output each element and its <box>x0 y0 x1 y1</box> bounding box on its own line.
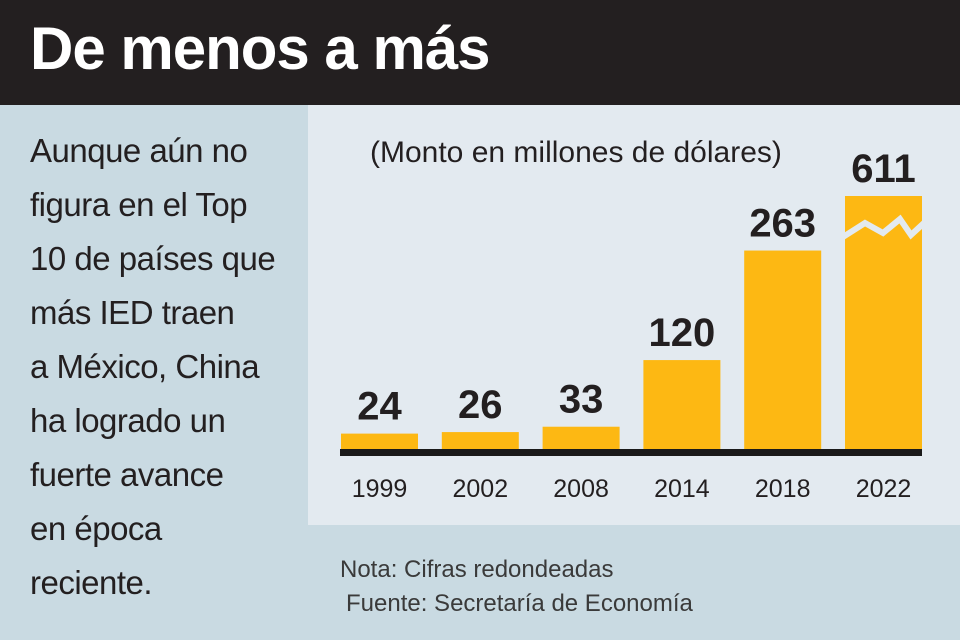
x-axis-baseline <box>340 449 922 456</box>
description-line: Aunque aún no <box>30 132 248 169</box>
bar-1999 <box>341 433 418 452</box>
x-tick-label: 2002 <box>452 475 508 503</box>
description-line: fuerte avance <box>30 456 224 493</box>
data-label: 26 <box>458 383 503 427</box>
description-line: ha logrado un <box>30 402 226 439</box>
description-line: en época <box>30 510 162 547</box>
axis-break-mark <box>841 214 927 240</box>
description-line: 10 de países que <box>30 240 276 277</box>
title-bar: De menos a más <box>0 0 960 105</box>
bar-2014 <box>643 360 721 452</box>
bar-2002 <box>441 432 519 452</box>
description: Aunque aún no figura en el Top 10 de paíse… <box>30 124 300 610</box>
bar-2022 <box>845 196 922 452</box>
description-line: a México, China <box>30 348 260 385</box>
x-tick-label: 2008 <box>553 475 609 503</box>
bar-2018 <box>744 250 822 452</box>
data-label: 611 <box>851 147 916 191</box>
description-line: más IED traen <box>30 294 235 331</box>
data-label: 120 <box>649 311 716 355</box>
chart-title: De menos a más <box>30 15 491 82</box>
description-line: reciente. <box>30 564 153 601</box>
chart-subtitle: (Monto en millones de dólares) <box>370 136 782 169</box>
bar-2008 <box>542 426 620 452</box>
x-tick-label: 2014 <box>654 475 710 503</box>
data-label: 263 <box>749 202 816 246</box>
data-label: 33 <box>559 378 604 422</box>
source-text: Fuente: Secretaría de Economía <box>346 590 693 617</box>
notes: Nota: Cifras redondeadas Fuente: Secreta… <box>340 553 693 621</box>
data-label: 24 <box>357 385 402 429</box>
note-text: Nota: Cifras redondeadas <box>340 556 614 583</box>
x-tick-label: 2022 <box>856 475 912 503</box>
description-line: figura en el Top <box>30 186 248 223</box>
x-tick-label: 2018 <box>755 475 811 503</box>
x-tick-label: 1999 <box>352 475 408 503</box>
